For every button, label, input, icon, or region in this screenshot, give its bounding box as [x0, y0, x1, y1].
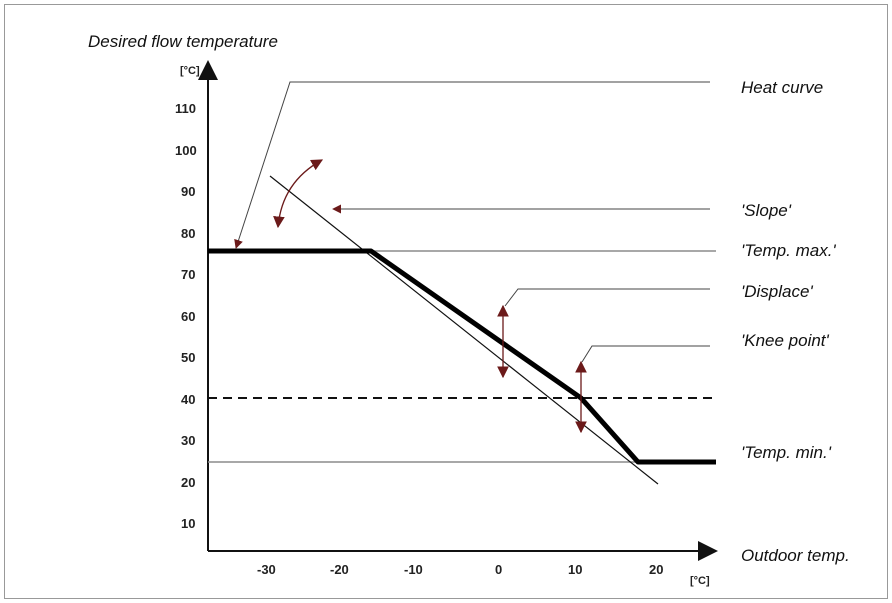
x-tick-20: 20 [649, 562, 663, 577]
y-tick-70: 70 [181, 267, 195, 282]
y-tick-110: 110 [175, 101, 196, 116]
label-temp-min: 'Temp. min.' [741, 443, 832, 462]
slope-rotation-arrow [273, 159, 324, 229]
x-axis-unit: [°C] [690, 575, 710, 587]
displace-leader [504, 288, 710, 307]
heat-curve-line [208, 248, 716, 465]
x-axis-label: Outdoor temp. [741, 546, 850, 565]
y-tick-40: 40 [181, 392, 195, 407]
y-tick-80: 80 [181, 226, 195, 241]
diagram-title: Desired flow temperature [88, 32, 278, 51]
x-tick-0: 0 [495, 562, 502, 577]
label-displace: 'Displace' [741, 282, 813, 301]
label-temp-max: 'Temp. max.' [741, 241, 836, 260]
y-axis-unit: [°C] [180, 65, 200, 77]
knee-point-leader [581, 345, 710, 363]
y-tick-labels: 110 100 90 80 70 60 50 40 30 20 10 [175, 101, 197, 531]
y-tick-20: 20 [181, 475, 195, 490]
y-tick-10: 10 [181, 516, 195, 531]
y-tick-90: 90 [181, 184, 195, 199]
label-slope: 'Slope' [741, 201, 792, 220]
y-tick-60: 60 [181, 309, 195, 324]
y-tick-50: 50 [181, 350, 195, 365]
slope-reference-line [269, 175, 659, 485]
x-tick-minus30: -30 [257, 562, 276, 577]
y-tick-100: 100 [175, 143, 197, 158]
diagram-frame [4, 4, 888, 599]
x-tick-10: 10 [568, 562, 582, 577]
label-knee-point: 'Knee point' [741, 331, 830, 350]
y-tick-30: 30 [181, 433, 195, 448]
x-tick-minus20: -20 [330, 562, 349, 577]
heat-curve-leader [234, 81, 710, 249]
x-tick-labels: -30 -20 -10 0 10 20 [257, 562, 663, 577]
x-tick-minus10: -10 [404, 562, 423, 577]
label-heat-curve: Heat curve [741, 78, 823, 97]
